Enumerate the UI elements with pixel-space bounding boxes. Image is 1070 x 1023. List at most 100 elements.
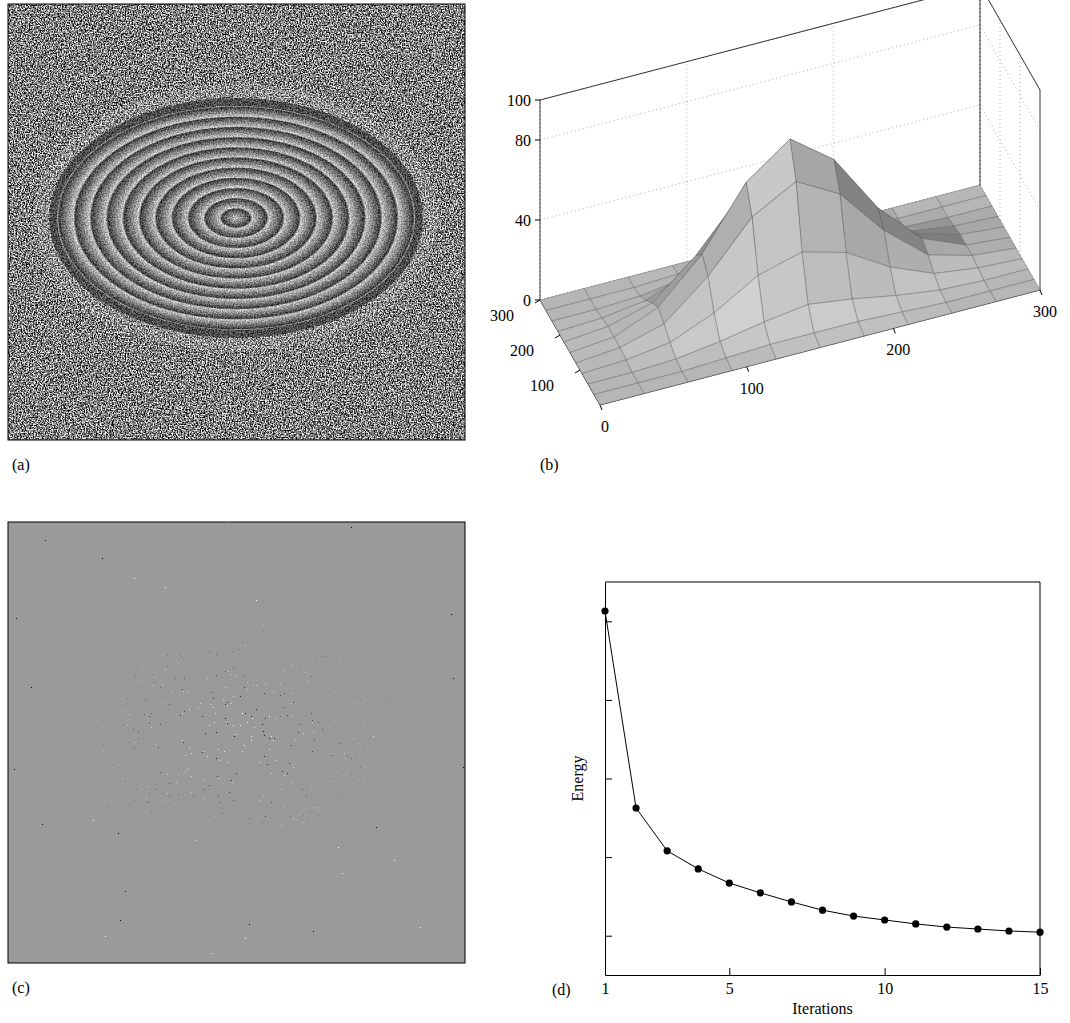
surface-cell [858, 312, 908, 336]
z-tick-label: 100 [507, 92, 531, 109]
z-tick [535, 140, 540, 141]
image-noise [8, 4, 465, 440]
frame-right [1040, 582, 1041, 975]
panel-label: (a) [12, 456, 30, 474]
x-tick-label: 300 [1033, 303, 1057, 320]
grid-line [980, 105, 1040, 210]
x-tick-label: 200 [886, 341, 910, 358]
y-tick-mark [605, 779, 612, 780]
data-point [601, 607, 608, 614]
axes-box [540, 0, 1040, 405]
panel-2: (c) [8, 522, 465, 997]
grid-line [980, 0, 981, 185]
grid-line [980, 25, 1040, 130]
x-tick-label: 1 [602, 980, 610, 997]
image-frame [8, 522, 465, 963]
x-tick [600, 405, 602, 410]
x-tick [893, 328, 895, 333]
x-tick-label: 0 [601, 418, 609, 435]
image-background [8, 4, 465, 440]
x-tick-mark [885, 968, 886, 975]
surface-cell [846, 253, 896, 300]
y-tick [575, 370, 580, 373]
x-tick [747, 367, 749, 372]
z-tick [535, 100, 540, 101]
z-tick-label: 0 [523, 292, 531, 309]
x-tick-label: 100 [740, 380, 764, 397]
image-dense-region [8, 522, 465, 963]
x-tick-label: 10 [877, 980, 893, 997]
y-tick-mark [605, 700, 612, 701]
data-point [664, 847, 671, 854]
y-tick-label: 200 [510, 342, 534, 359]
data-point [788, 898, 795, 905]
surface-cell [902, 303, 952, 325]
y-axis-title: Energy [569, 756, 587, 802]
x-tick-label: 5 [726, 980, 734, 997]
y-tick-mark [605, 857, 612, 858]
panel-label: (c) [12, 979, 30, 997]
panel-label: (b) [540, 456, 559, 474]
surface-cell [594, 383, 644, 405]
z-tick-label: 40 [515, 212, 531, 229]
y-tick [555, 335, 560, 338]
frame-top [605, 582, 1040, 583]
data-point [881, 916, 888, 923]
surface-cell [638, 372, 688, 394]
panel-3: 151015IterationsEnergy(d) [552, 582, 1049, 1017]
y-tick [605, 857, 612, 858]
image-frame [8, 4, 465, 440]
data-point [695, 865, 702, 872]
surface-cell [770, 333, 820, 359]
grid-line [980, 0, 1040, 90]
data-point [819, 907, 826, 914]
grid-line [686, 62, 687, 262]
data-point [850, 912, 857, 919]
panel-1: 040801001002003000100200300(b) [490, 0, 1057, 474]
data-line [605, 611, 1040, 932]
data-point [943, 923, 950, 930]
panel-label: (d) [552, 981, 571, 999]
y-tick [535, 300, 540, 303]
x-axis-title: Iterations [792, 1000, 852, 1017]
grid-line [540, 100, 541, 300]
surface-cell [796, 182, 846, 253]
surface-cell [990, 280, 1040, 302]
y-tick [605, 621, 612, 622]
plot-area [601, 607, 1043, 935]
x-axis: 151015 [602, 968, 1049, 997]
grid-line [1000, 20, 1001, 220]
x-tick-label: 15 [1033, 980, 1049, 997]
x-tick: 5 [726, 968, 734, 997]
data-point [632, 804, 639, 811]
image-speckle [8, 522, 465, 963]
surface-cell [802, 252, 852, 305]
y-tick-label: 100 [530, 377, 554, 394]
box-edge [1040, 90, 1041, 290]
data-point [974, 925, 981, 932]
z-axis-line [540, 100, 541, 300]
y-tick-mark [605, 936, 612, 937]
grid-line [980, 0, 981, 185]
tick-labels: 040801001002003000100200300 [490, 92, 1057, 435]
surface-cell [726, 345, 776, 371]
data-point [726, 879, 733, 886]
box-edge [980, 0, 981, 185]
z-tick [535, 220, 540, 221]
x-tick [1040, 290, 1042, 295]
panel-0: (a) [8, 4, 465, 474]
y-tick [605, 700, 612, 701]
x-axis-line [606, 975, 1041, 976]
data-point [912, 920, 919, 927]
y-tick [605, 936, 612, 937]
grid-line [1020, 55, 1021, 255]
y-tick [605, 779, 612, 780]
surface-cell [922, 239, 972, 256]
data-point [1005, 927, 1012, 934]
x-tick-mark [729, 968, 730, 975]
grid-line [540, 105, 980, 220]
surface-cell [910, 226, 960, 235]
x-tick: 10 [877, 968, 893, 997]
grid-line [540, 0, 980, 100]
box-edge [980, 0, 1040, 90]
